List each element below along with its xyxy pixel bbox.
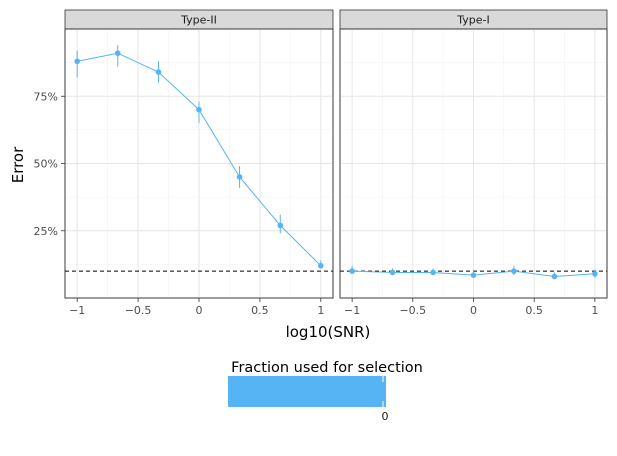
data-point — [196, 106, 202, 113]
data-point — [318, 262, 324, 269]
marks-type-ii — [65, 45, 333, 272]
x-axis-type-ii: −1 −0.5 0 0.5 1 — [69, 298, 324, 317]
x-tick-label: −0.5 — [399, 304, 426, 317]
data-point — [74, 58, 80, 65]
panel-type-i: Type-I — [339, 9, 608, 299]
y-tick-label: 75% — [34, 90, 58, 103]
data-point — [592, 270, 598, 277]
x-tick-label: 0.5 — [525, 304, 543, 317]
legend-tick-label: 0 — [382, 410, 389, 423]
marks-type-i — [340, 265, 607, 280]
data-point — [155, 69, 162, 75]
grid-type-i — [340, 29, 607, 298]
x-tick-label: 0 — [470, 304, 477, 317]
x-tick-label: −1 — [69, 304, 85, 317]
strip-label-type-ii: Type-II — [180, 14, 217, 27]
data-point — [470, 272, 477, 278]
y-axis: 25% 50% 75% — [34, 90, 65, 238]
panel-type-ii: Type-II — [64, 9, 334, 299]
data-point — [277, 222, 284, 229]
x-tick-label: 1 — [591, 304, 598, 317]
strip-label-type-i: Type-I — [456, 14, 489, 27]
data-point — [551, 273, 558, 280]
data-point — [389, 269, 396, 276]
x-tick-label: 0.5 — [251, 304, 269, 317]
legend-title: Fraction used for selection — [231, 360, 423, 376]
data-point — [511, 268, 517, 274]
x-tick-label: −0.5 — [125, 304, 152, 317]
y-tick-label: 25% — [34, 225, 58, 238]
data-point — [236, 174, 243, 180]
x-tick-label: 1 — [317, 304, 324, 317]
y-axis-title: Error — [9, 146, 27, 183]
x-tick-label: 0 — [196, 304, 203, 317]
grid-type-ii — [65, 29, 333, 298]
data-point — [114, 50, 121, 57]
data-point — [430, 269, 436, 276]
x-tick-label: −1 — [344, 304, 360, 317]
legend: Fraction used for selection 0 — [228, 360, 423, 423]
legend-colorbar — [228, 376, 386, 407]
x-axis-type-i: −1 −0.5 0 0.5 1 — [344, 298, 598, 317]
data-point — [349, 268, 355, 274]
x-axis-title: log10(SNR) — [286, 323, 371, 341]
y-tick-label: 50% — [34, 158, 58, 171]
